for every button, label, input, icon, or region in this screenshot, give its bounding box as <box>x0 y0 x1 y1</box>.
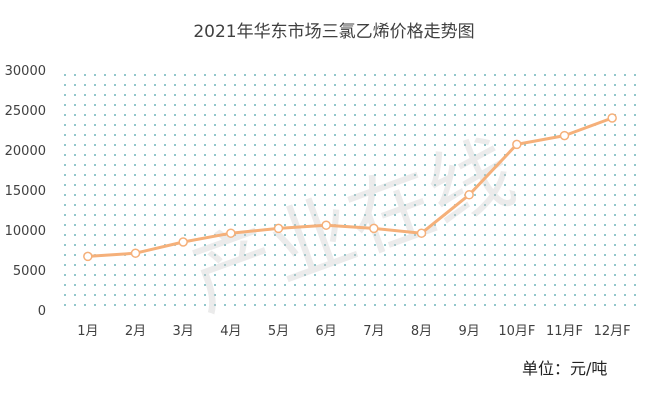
data-point <box>130 248 141 258</box>
x-tick-label: 4月 <box>220 324 241 339</box>
y-tick-label: 10000 <box>5 224 46 239</box>
y-tick-label: 25000 <box>5 104 46 119</box>
x-tick-label: 7月 <box>363 324 384 339</box>
x-tick-label: 2月 <box>125 324 146 339</box>
data-point <box>83 251 93 262</box>
data-point <box>369 223 379 234</box>
data-point <box>416 228 427 238</box>
y-tick-label: 30000 <box>5 64 46 79</box>
data-point <box>559 130 570 141</box>
x-axis-ticks: 1月 2月 3月 4月 5月 6月 7月 8月 9月 10月F 11月F 12月F <box>77 324 630 339</box>
x-tick-label: 5月 <box>268 324 289 339</box>
x-tick-label: 8月 <box>411 324 432 339</box>
data-point <box>178 237 188 247</box>
unit-label: 单位：元/吨 <box>522 359 607 378</box>
series-layer <box>83 113 617 262</box>
data-point <box>464 190 474 200</box>
y-tick-label: 20000 <box>5 144 46 159</box>
series-line <box>87 116 613 258</box>
y-axis-ticks: 0 5000 10000 15000 20000 25000 30000 <box>5 64 46 319</box>
x-tick-label: 11月F <box>546 324 583 339</box>
y-tick-label: 0 <box>38 304 46 319</box>
x-tick-label: 12月F <box>594 324 631 339</box>
x-tick-label: 6月 <box>316 324 337 339</box>
x-tick-label: 3月 <box>173 324 194 339</box>
plot-area <box>64 70 636 310</box>
x-tick-label: 10月F <box>498 324 535 339</box>
y-tick-label: 5000 <box>13 264 46 279</box>
x-tick-label: 1月 <box>77 324 98 339</box>
data-point <box>512 139 522 150</box>
data-point <box>273 223 284 234</box>
x-tick-label: 9月 <box>459 324 480 339</box>
chart-title: 2021年华东市场三氯乙烯价格走势图 <box>193 22 474 42</box>
y-tick-label: 15000 <box>5 184 46 199</box>
data-point <box>321 220 331 230</box>
data-point <box>226 228 236 238</box>
data-point <box>607 113 617 123</box>
